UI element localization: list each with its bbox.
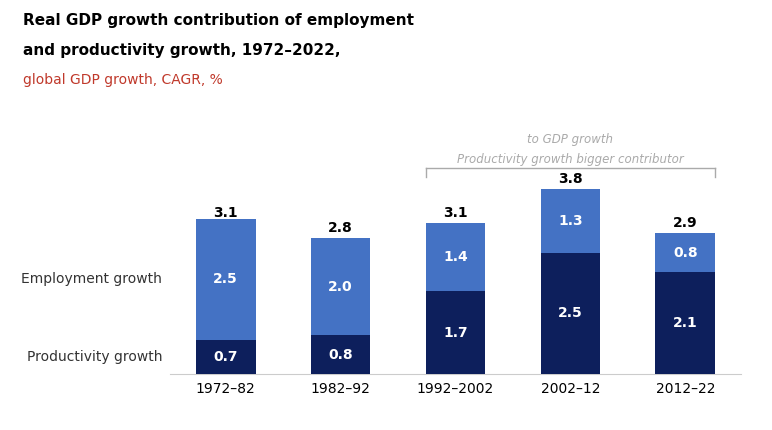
Text: 2.5: 2.5 <box>213 272 238 286</box>
Bar <box>196 218 256 340</box>
Bar <box>425 292 486 374</box>
Bar <box>425 224 486 292</box>
Text: to GDP growth: to GDP growth <box>527 133 614 146</box>
Bar <box>540 252 601 374</box>
Text: 0.8: 0.8 <box>673 246 698 260</box>
Text: 2.0: 2.0 <box>328 280 353 294</box>
Bar <box>540 189 601 252</box>
Text: global GDP growth, CAGR, %: global GDP growth, CAGR, % <box>23 73 223 87</box>
Text: Productivity growth bigger contributor: Productivity growth bigger contributor <box>457 153 684 166</box>
Text: 2.9: 2.9 <box>673 216 698 230</box>
Text: 1.7: 1.7 <box>443 326 468 340</box>
Text: 2.5: 2.5 <box>558 306 583 320</box>
Text: 3.8: 3.8 <box>558 172 583 186</box>
Text: 0.7: 0.7 <box>213 350 238 364</box>
Bar <box>655 272 715 374</box>
Bar <box>655 233 715 272</box>
Text: Employment growth: Employment growth <box>22 272 162 286</box>
Text: 0.8: 0.8 <box>328 348 353 362</box>
Text: 2.1: 2.1 <box>673 316 698 330</box>
Text: 3.1: 3.1 <box>213 206 238 220</box>
Text: 3.1: 3.1 <box>443 206 468 220</box>
Bar <box>310 335 371 374</box>
Bar <box>196 340 256 374</box>
Bar <box>310 238 371 335</box>
Text: Real GDP growth contribution of employment: Real GDP growth contribution of employme… <box>23 13 414 28</box>
Text: Productivity growth: Productivity growth <box>26 350 162 364</box>
Text: 2.8: 2.8 <box>328 221 353 235</box>
Text: and productivity growth, 1972–2022,: and productivity growth, 1972–2022, <box>23 43 340 58</box>
Text: 1.3: 1.3 <box>558 214 583 228</box>
Text: 1.4: 1.4 <box>443 250 468 264</box>
